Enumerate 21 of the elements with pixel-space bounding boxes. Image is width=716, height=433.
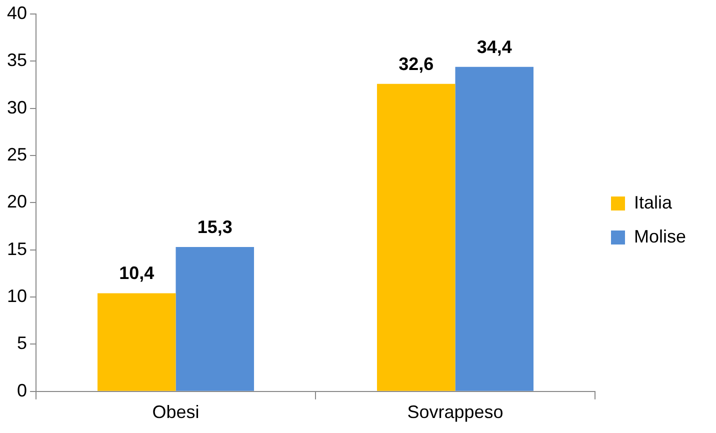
y-tick-label: 10 [6, 286, 28, 306]
y-tick-label: 30 [6, 97, 28, 118]
data-label: 32,6 [398, 54, 434, 74]
bar [376, 84, 456, 391]
y-tick-label: 35 [6, 50, 28, 70]
data-label: 10,4 [119, 263, 154, 284]
legend-label: Molise [634, 226, 686, 246]
y-tick-label: 20 [6, 192, 28, 212]
bar [98, 293, 176, 391]
y-tick-label: 0 [17, 380, 28, 400]
y-tick-label: 5 [17, 333, 28, 354]
data-label: 15,3 [197, 217, 232, 238]
bar [176, 247, 254, 391]
data-label: 34,4 [476, 36, 512, 57]
bar [455, 66, 534, 391]
x-tick-label: Obesi [152, 402, 200, 422]
y-tick-label: 15 [6, 238, 28, 259]
y-tick-label: 25 [6, 144, 28, 164]
x-tick-label: Sovrappeso [407, 402, 504, 422]
y-tick-label: 40 [6, 2, 28, 23]
legend-label: Italia [634, 192, 673, 212]
